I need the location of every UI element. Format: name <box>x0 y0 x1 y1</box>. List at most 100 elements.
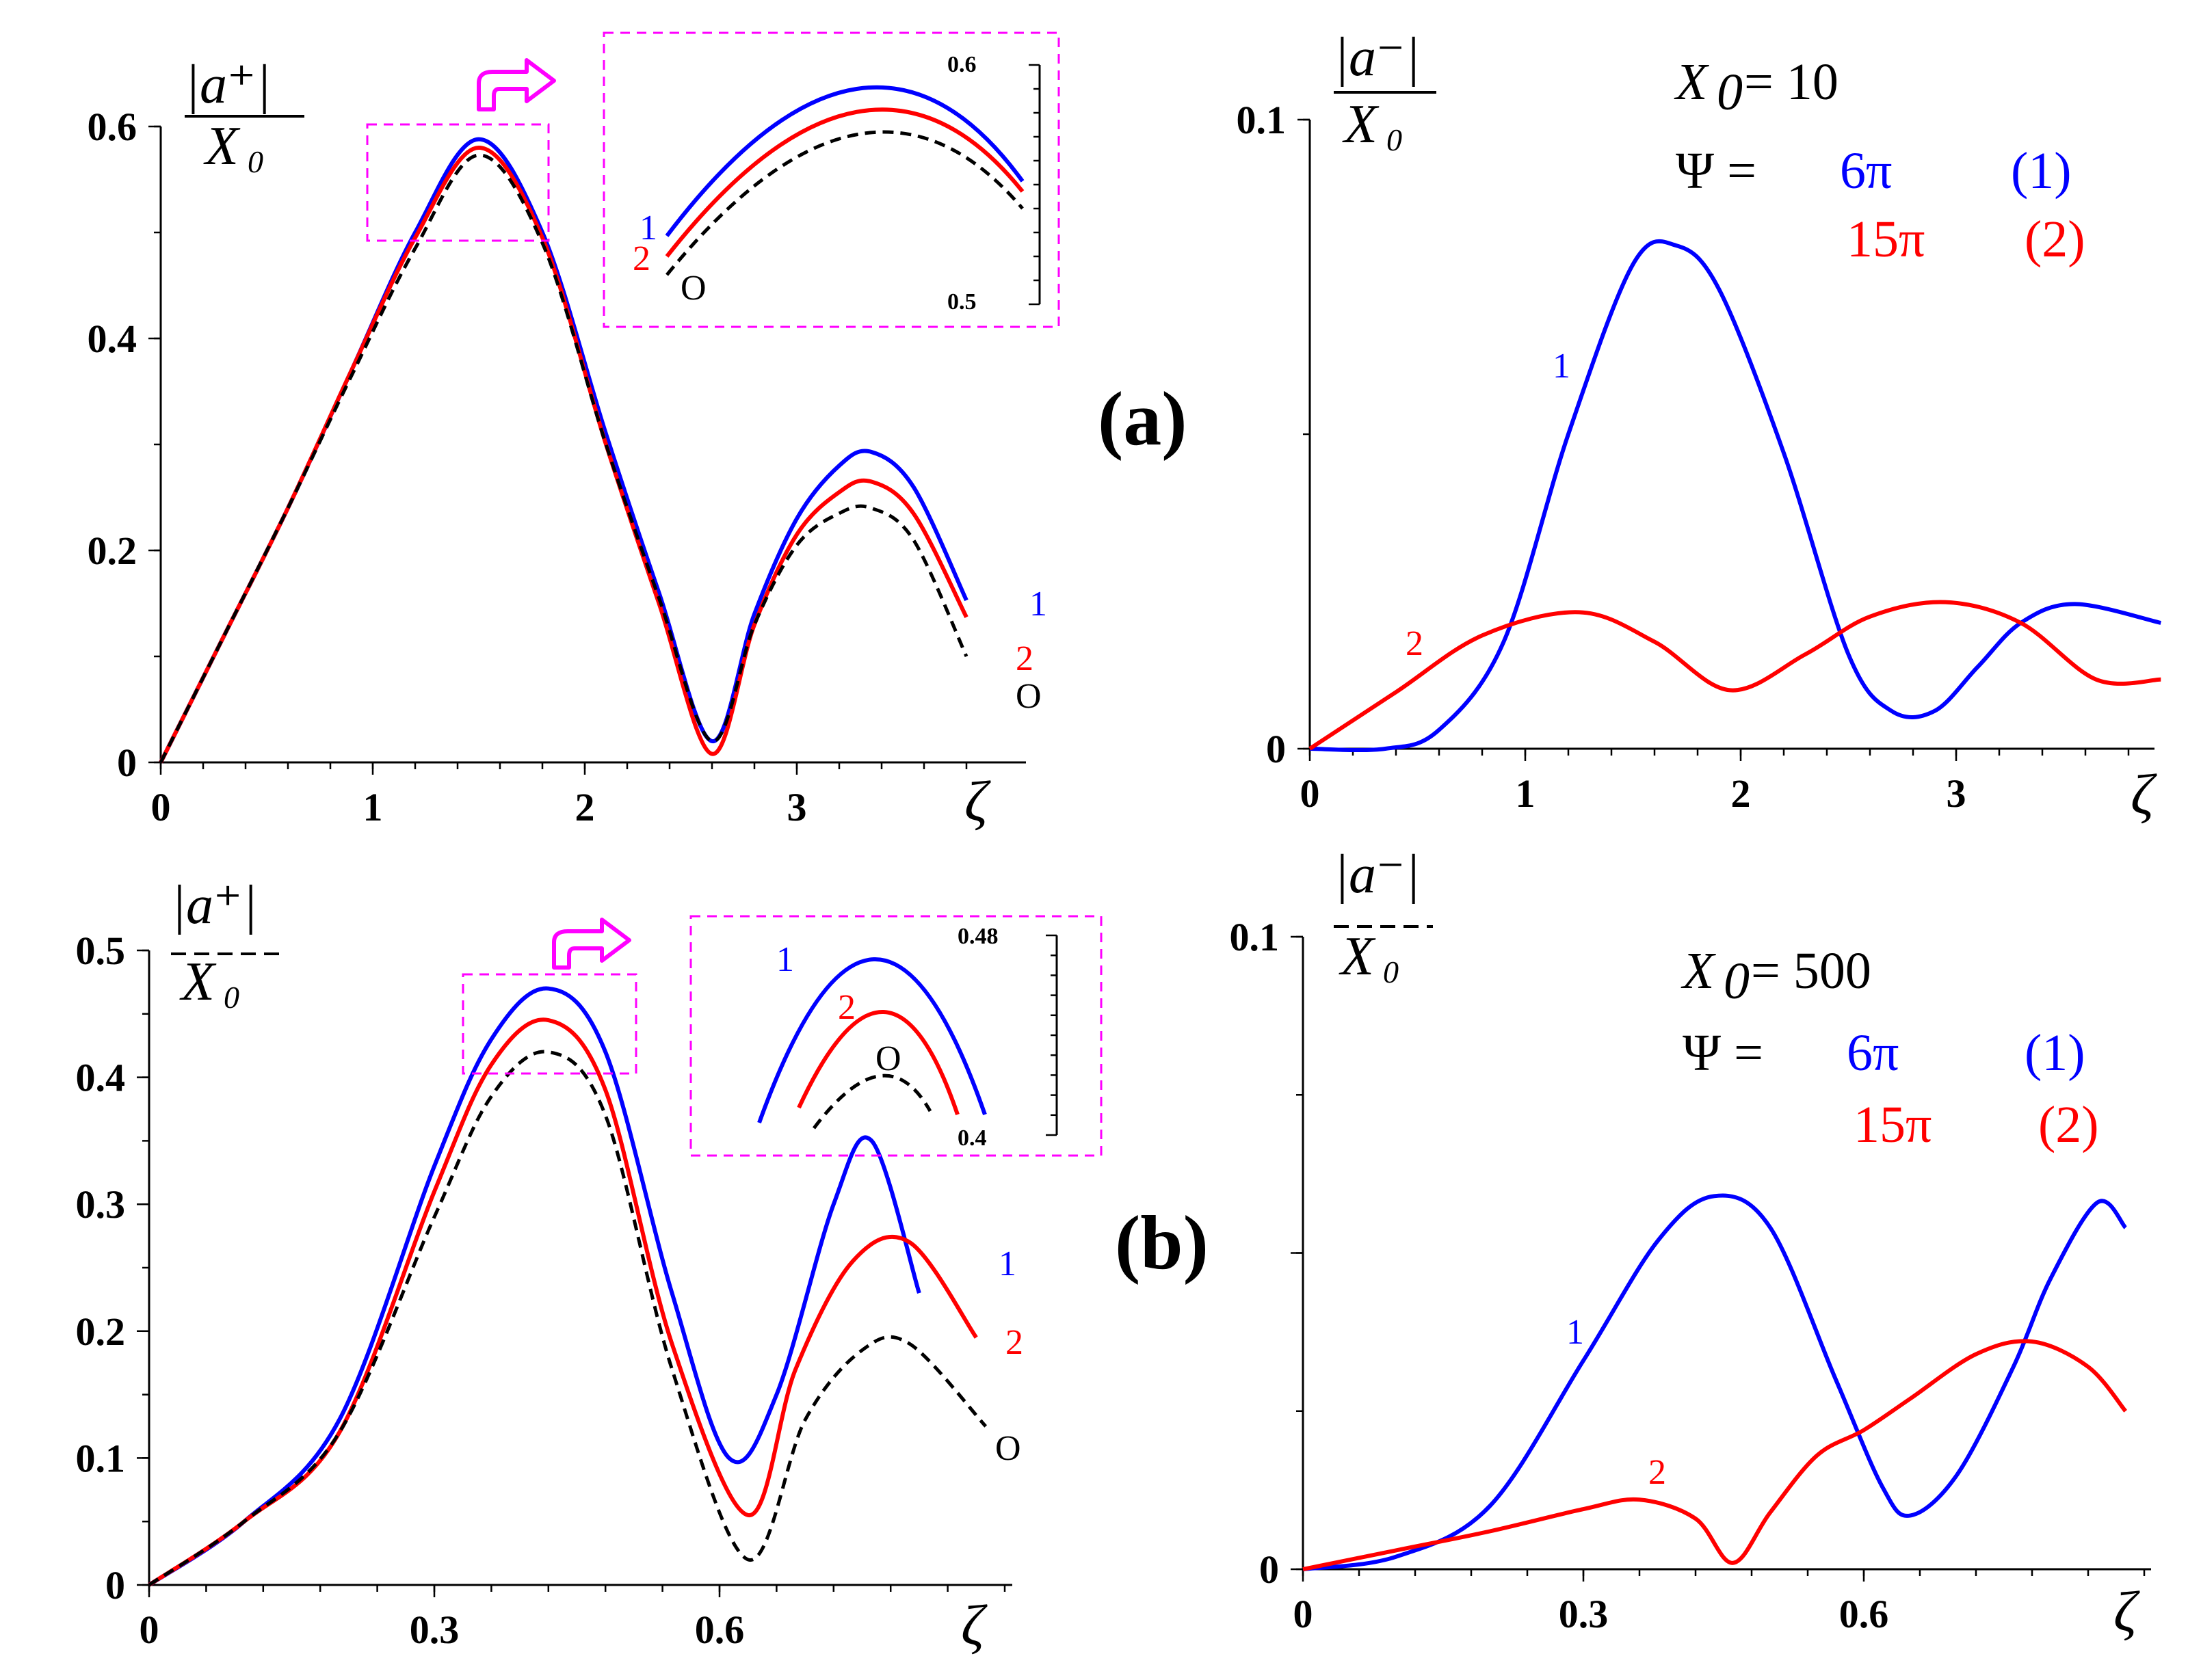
x-axis-label: ζ <box>964 770 991 834</box>
curve-tag-1: 1 <box>999 1244 1016 1283</box>
inset-curve-o <box>813 1074 932 1130</box>
ylabel-denominator-sub: 0 <box>224 980 239 1015</box>
x-tick-label: 0 <box>1300 771 1320 816</box>
x-tick-label: 2 <box>1731 771 1751 816</box>
y-tick-label: 0.4 <box>88 317 137 361</box>
curve-tag-1: 1 <box>1553 347 1570 386</box>
psi-tag-2: (2) <box>2038 1096 2099 1154</box>
parameter-legend: X 0 = 10 Ψ = 6π (1) 15π (2) <box>1674 53 2085 268</box>
curve-tag-1: 1 <box>1029 585 1047 624</box>
x-tick-label: 1 <box>1516 771 1535 816</box>
y-tick-label: 0.2 <box>88 529 137 573</box>
y-tick-label: 0.4 <box>76 1056 126 1100</box>
tick-labels: 0 0.3 0.6 0 0.1 0.2 0.3 0.4 0.5 <box>76 929 745 1652</box>
inset-plot: 0.6 0.5 1 2 O <box>603 31 1060 328</box>
y-tick-label: 0.3 <box>76 1182 126 1227</box>
psi-value-2: 15π <box>1847 211 1925 268</box>
ylabel-denominator: X <box>1342 94 1380 155</box>
psi-tag-1: (1) <box>2025 1024 2085 1082</box>
psi-tag-1: (1) <box>2011 142 2072 200</box>
curves <box>1302 1193 2128 1571</box>
inset-curve-2 <box>665 107 1025 258</box>
x-tick-label: 0 <box>1293 1592 1313 1636</box>
y-tick-label: 0.1 <box>1230 915 1280 959</box>
x0-subscript: 0 <box>1724 952 1750 1010</box>
psi-value-1: 6π <box>1840 142 1892 200</box>
x-tick-label: 0.3 <box>1559 1592 1609 1636</box>
zoom-region-box <box>366 123 550 242</box>
y-tick-label: 0.2 <box>76 1309 126 1354</box>
ylabel-denominator-sub: 0 <box>248 144 263 179</box>
ticks <box>1297 118 2130 761</box>
series-line-1 <box>1302 1193 2128 1571</box>
y-axis-label: |a⁻| X 0 <box>1334 844 1433 989</box>
series-line-2 <box>1302 1339 2128 1571</box>
y-tick-label: 0 <box>105 1563 125 1608</box>
x-tick-label: 0 <box>140 1608 159 1652</box>
curve-tag-2: 2 <box>1005 1323 1023 1362</box>
inset-ytick-label: 0.48 <box>958 924 999 949</box>
inset-ytick-label: 0.6 <box>947 52 977 77</box>
psi-value-1: 6π <box>1847 1024 1899 1082</box>
y-tick-label: 0.5 <box>76 929 126 973</box>
parameter-legend: X 0 = 500 Ψ = 6π (1) 15π (2) <box>1680 942 2099 1154</box>
ylabel-denominator-sub: 0 <box>1386 122 1402 157</box>
arrow-icon <box>477 58 556 111</box>
x-axis-label: ζ <box>961 1594 988 1657</box>
series-line-1 <box>159 137 968 764</box>
curves <box>1308 239 2161 753</box>
psi-value-2: 15π <box>1854 1096 1932 1154</box>
x-tick-label: 3 <box>1947 771 1966 816</box>
x0-symbol: X <box>1674 53 1709 111</box>
series-line-2 <box>1308 600 2161 751</box>
x-tick-label: 1 <box>363 785 383 829</box>
x0-subscript: 0 <box>1717 64 1743 121</box>
inset-ytick-label: 0.5 <box>947 289 977 315</box>
x-tick-label: 0 <box>151 785 171 829</box>
inset-ticks <box>1029 64 1040 306</box>
x0-value: = 500 <box>1751 942 1871 1000</box>
x-axis-label: ζ <box>2131 763 2157 827</box>
psi-label: Ψ = <box>1676 142 1756 200</box>
y-axis-label: |a⁻| X 0 <box>1334 27 1436 157</box>
inset-tag-o: O <box>681 269 707 308</box>
inset-box <box>689 915 1103 1157</box>
inset-curve-2 <box>797 1010 960 1115</box>
curve-tag-o: O <box>1016 677 1042 716</box>
x0-value: = 10 <box>1744 53 1838 111</box>
panel-a-left-plot: 0 1 2 300.20.40.6 |a⁺| X 0 ζ 1 2 O 0.6 0.5 <box>88 31 1060 834</box>
y-axis-label: |a⁺| X 0 <box>185 55 304 179</box>
inset-curve-1 <box>757 957 987 1124</box>
curve-tags: 1 2 O <box>1016 585 1047 716</box>
ylabel-denominator: X <box>1339 926 1376 987</box>
x-tick-label: 3 <box>787 785 807 829</box>
x0-symbol: X <box>1680 942 1716 1000</box>
ticks <box>148 125 968 775</box>
inset-curve-1 <box>665 85 1025 237</box>
curve-tag-2: 2 <box>1648 1453 1666 1492</box>
panel-b-right-plot: 0 0.3 0.6 0 0.1 |a⁻| X 0 ζ 1 2 (b) X 0 = 500… <box>1115 844 2151 1644</box>
ylabel-numerator: |a⁻| <box>1334 27 1420 88</box>
inset-plot: 0.48 0.4 1 2 O <box>689 915 1103 1157</box>
inset-tag-o: O <box>875 1039 901 1078</box>
series-line-2 <box>159 146 968 764</box>
ylabel-denominator-sub: 0 <box>1383 955 1399 989</box>
x-tick-label: 0.6 <box>1839 1592 1889 1636</box>
y-tick-label: 0 <box>1266 727 1286 771</box>
series-line-1 <box>1309 239 2161 753</box>
x-tick-label: 0.6 <box>695 1608 745 1652</box>
curves <box>159 137 968 764</box>
x-axis-label: ζ <box>2113 1580 2140 1644</box>
series-line-1 <box>148 986 921 1587</box>
tick-labels: 0 0.3 0.6 0 0.1 <box>1230 915 1889 1636</box>
inset-tag-1: 1 <box>640 209 657 248</box>
psi-tag-2: (2) <box>2025 211 2085 268</box>
x-tick-label: 0.3 <box>410 1608 460 1652</box>
y-tick-label: 0.1 <box>1237 98 1287 142</box>
tick-labels: 0 1 2 3 0 0.1 <box>1237 98 1966 816</box>
ylabel-numerator: |a⁺| <box>171 875 257 935</box>
series-line-o <box>148 1050 988 1587</box>
panel-tag-b: (b) <box>1115 1201 1209 1285</box>
curve-tags: 1 2 O <box>995 1244 1023 1468</box>
